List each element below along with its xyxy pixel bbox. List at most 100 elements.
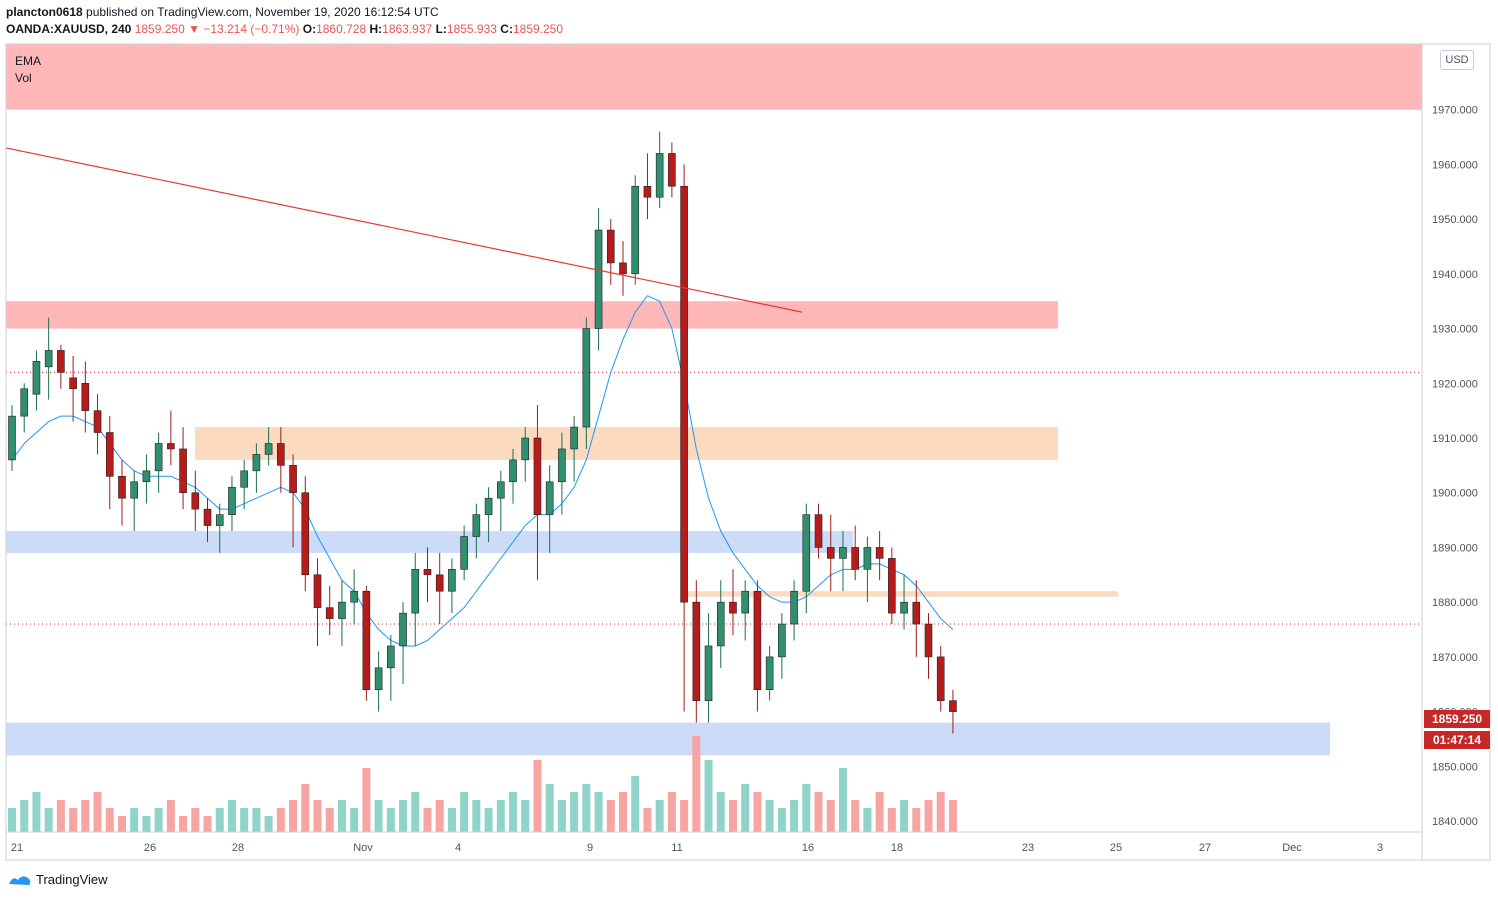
candle-body — [582, 328, 591, 428]
candle — [399, 602, 407, 685]
candle-body — [93, 410, 102, 433]
candle-body — [814, 514, 823, 548]
chart-frame — [5, 43, 1491, 861]
volume-bar — [105, 808, 114, 832]
candle — [790, 580, 798, 641]
candle — [668, 142, 676, 198]
candle-body — [484, 497, 493, 515]
candle — [753, 580, 762, 712]
y-tick-label: 1950.000 — [1432, 214, 1478, 226]
low-label: L: — [435, 22, 447, 36]
candle — [545, 465, 554, 553]
candle — [460, 525, 468, 581]
candle-body — [8, 415, 16, 461]
volume-layer — [8, 736, 957, 832]
candle-body — [81, 382, 90, 411]
candle — [606, 219, 615, 285]
candle-body — [362, 590, 371, 691]
volume-bar — [20, 800, 29, 832]
candle — [435, 552, 444, 625]
currency-button[interactable]: USD — [1440, 50, 1474, 70]
vol-legend[interactable]: Vol — [15, 71, 32, 85]
volume-bar — [765, 800, 774, 832]
candle — [69, 355, 77, 422]
candle-body — [826, 547, 835, 559]
volume-bar — [606, 800, 615, 832]
candle — [741, 580, 750, 641]
volume-bar — [81, 800, 90, 832]
candle-body — [240, 470, 248, 488]
candle — [570, 416, 578, 482]
candle — [130, 470, 138, 532]
y-tick-label: 1850.000 — [1432, 761, 1478, 773]
tradingview-logo-icon — [9, 875, 31, 885]
volume-bar — [264, 816, 273, 832]
candle — [936, 645, 945, 712]
zone-resistance — [6, 44, 1422, 110]
volume-bar — [557, 800, 566, 832]
candle — [814, 503, 823, 559]
tradingview-brand[interactable]: TradingView — [8, 872, 108, 887]
volume-bar — [912, 808, 921, 832]
candle-body — [619, 262, 627, 275]
candle-body — [69, 377, 77, 390]
volume-bar — [423, 808, 432, 832]
x-tick-label: 3 — [1377, 842, 1383, 854]
high-value: 1863.937 — [382, 22, 433, 36]
candle-body — [680, 185, 688, 603]
candle-body — [154, 443, 163, 472]
candle-body — [533, 437, 542, 515]
volume-bar — [948, 800, 957, 832]
candle-body — [900, 601, 908, 614]
candle — [521, 427, 530, 482]
zone-resistance — [6, 301, 1058, 329]
volume-bar — [570, 792, 579, 832]
volume-bar — [313, 800, 322, 832]
candle-body — [521, 437, 530, 461]
volume-bar — [447, 808, 456, 832]
y-tick-label: 1900.000 — [1432, 488, 1478, 500]
x-tick-label: Dec — [1282, 842, 1302, 854]
candle-body — [631, 185, 640, 275]
y-tick-label: 1970.000 — [1432, 105, 1478, 117]
candle — [44, 317, 53, 400]
candle-body — [460, 536, 468, 570]
volume-bar — [728, 800, 737, 832]
volume-bar — [900, 800, 909, 832]
ema-legend[interactable]: EMA — [15, 54, 42, 68]
high-label: H: — [369, 22, 383, 36]
volume-bar — [631, 776, 640, 832]
volume-bar — [8, 808, 16, 832]
candle-body — [509, 459, 517, 483]
candle-body — [44, 350, 53, 368]
author-name[interactable]: plancton0618 — [6, 5, 83, 19]
volume-bar — [887, 808, 896, 832]
candle — [643, 153, 652, 220]
last-price-label: 1859.250 — [134, 22, 185, 36]
candle-body — [289, 465, 297, 494]
candle — [118, 459, 126, 526]
candle-body — [277, 443, 285, 466]
volume-bar — [777, 808, 786, 832]
candle-body — [863, 547, 872, 570]
volume-bar — [643, 808, 652, 832]
candle-body — [496, 481, 505, 499]
volume-bar — [142, 816, 151, 832]
candle — [191, 470, 200, 532]
candle — [900, 574, 908, 630]
volume-bar — [667, 792, 676, 832]
candle-body — [704, 645, 713, 701]
candle — [716, 580, 725, 668]
candle — [680, 164, 688, 712]
candle-body — [875, 547, 884, 559]
volume-bar — [863, 808, 872, 832]
candle — [179, 427, 187, 510]
candle — [387, 635, 395, 701]
candle-body — [606, 229, 615, 264]
candle-body — [594, 229, 603, 329]
candle — [93, 394, 102, 455]
y-tick-label: 1920.000 — [1432, 378, 1478, 390]
x-tick-label: 28 — [232, 842, 244, 854]
candle — [912, 580, 921, 657]
